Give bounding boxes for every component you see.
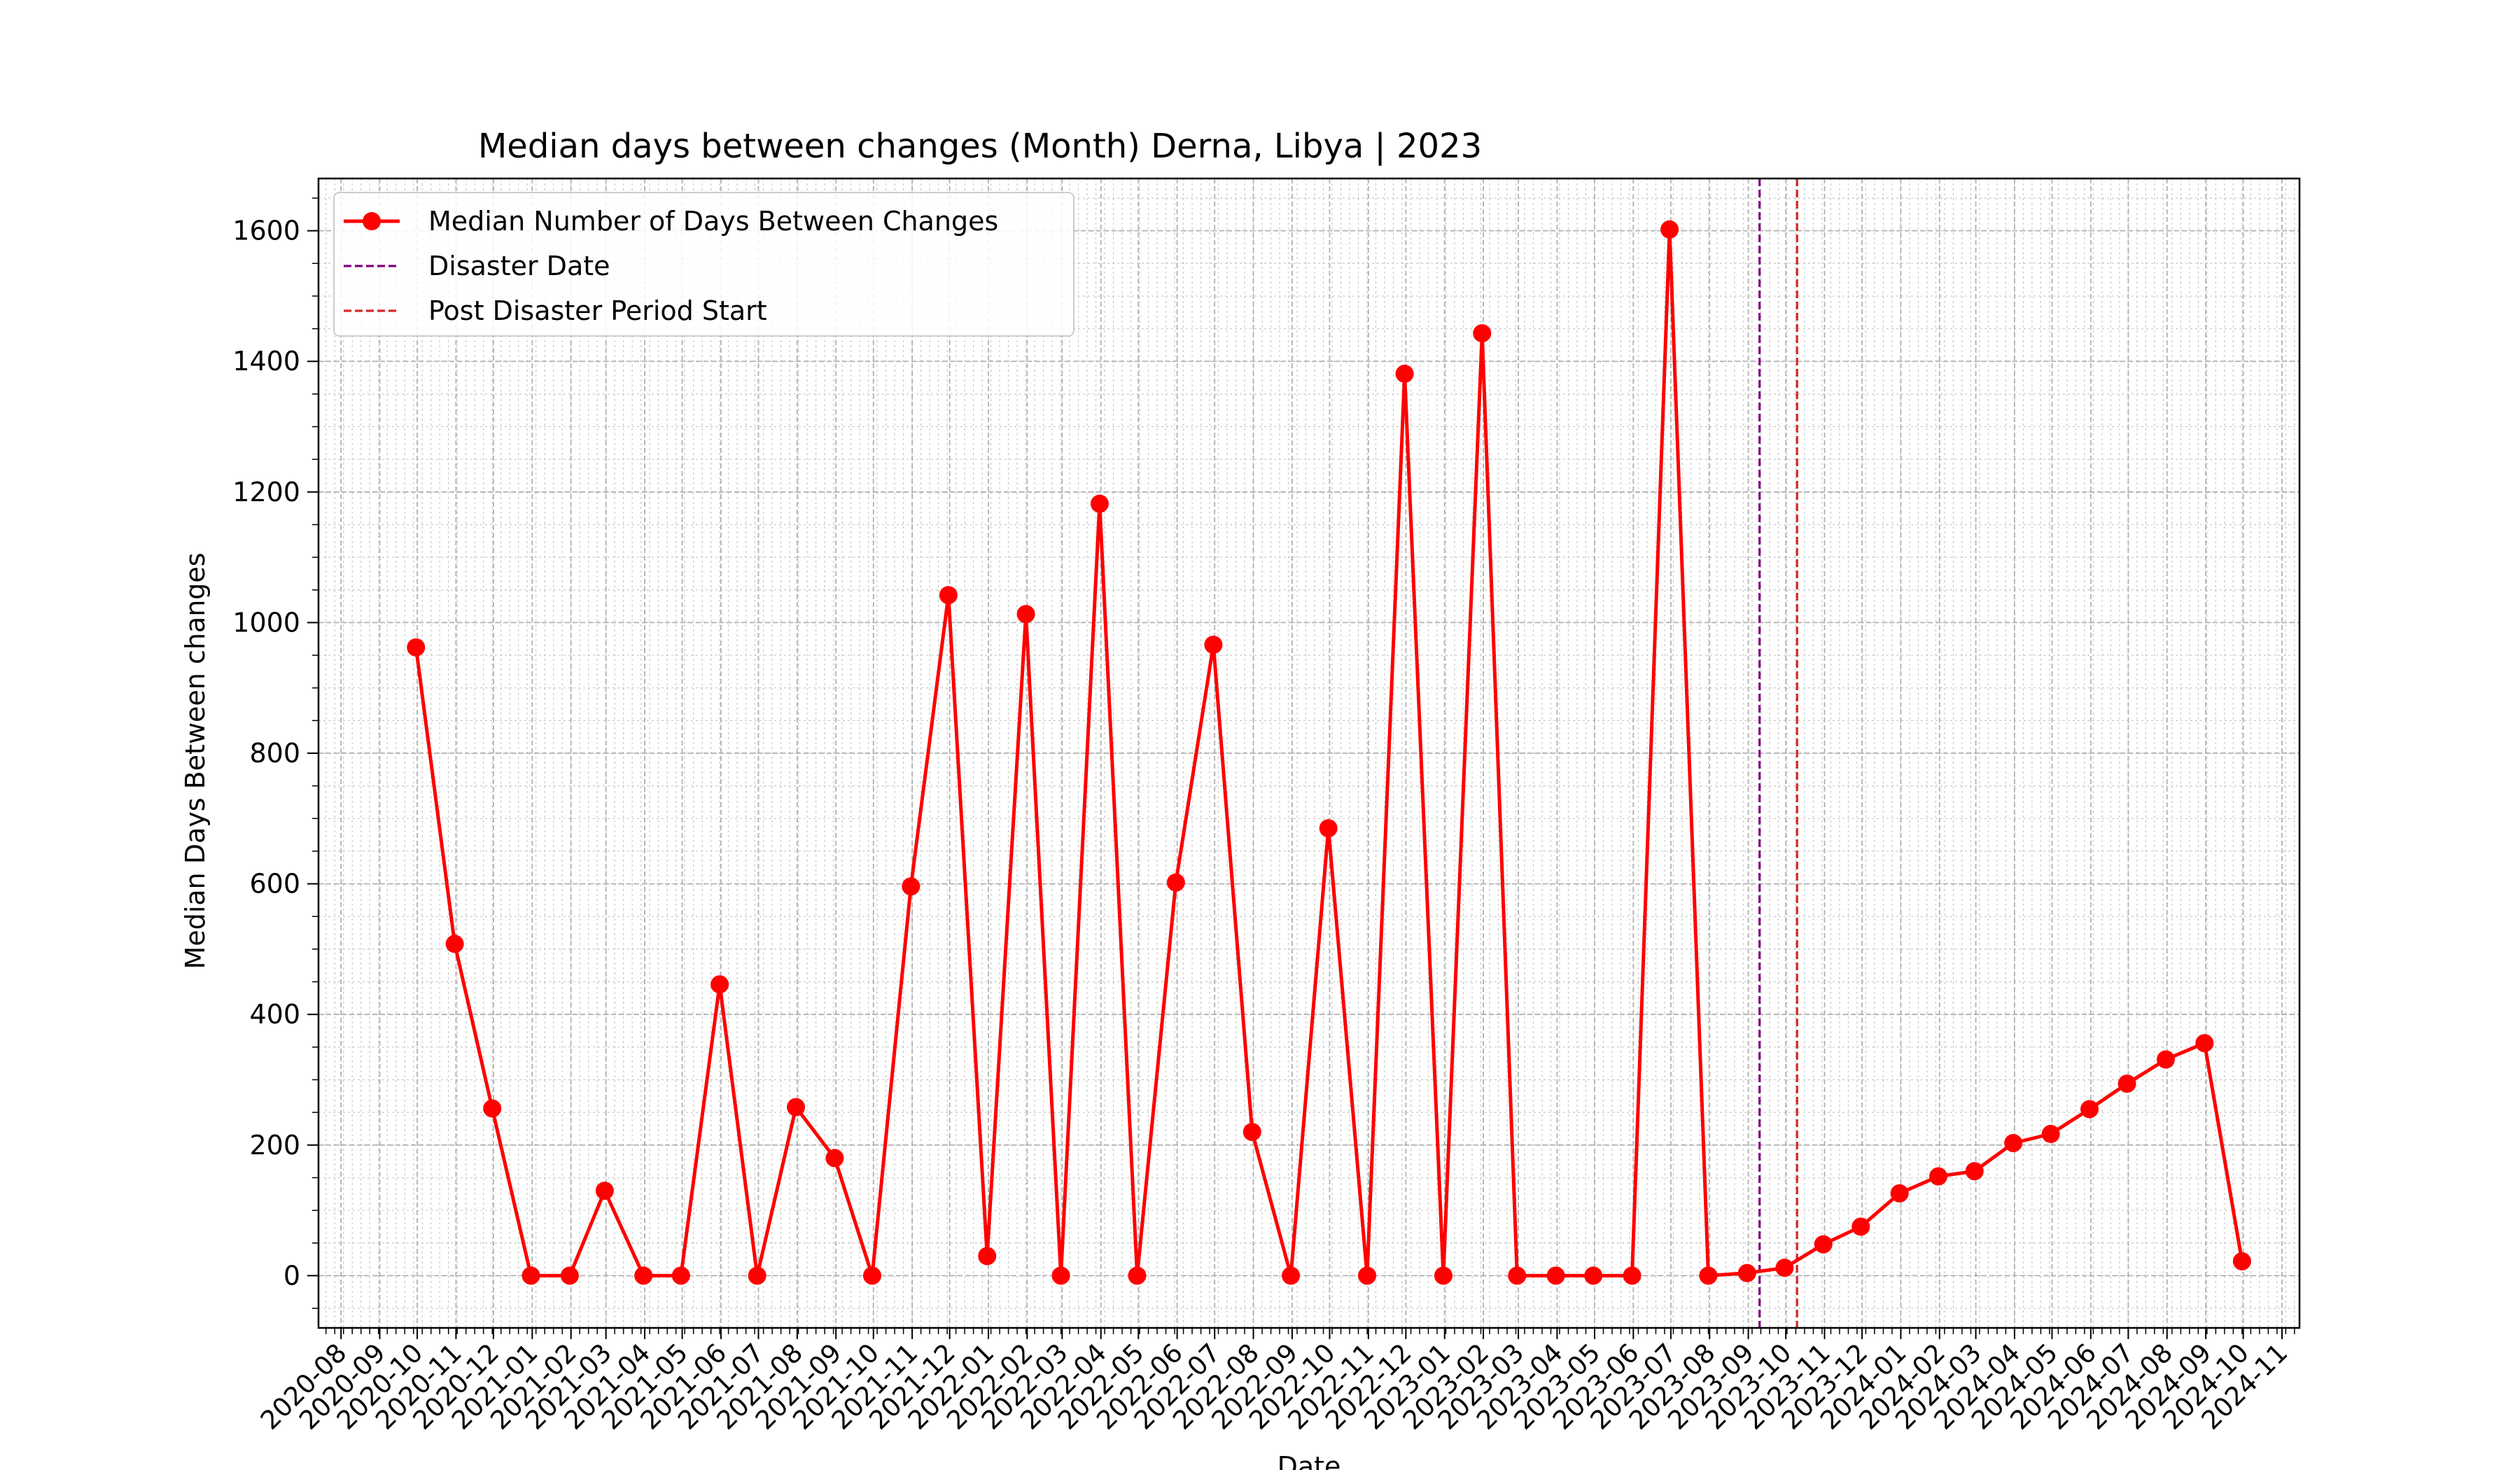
data-point	[1699, 1266, 1718, 1285]
data-point	[939, 586, 958, 605]
data-point	[710, 975, 729, 994]
data-point	[1890, 1184, 1909, 1203]
y-tick-label: 1600	[232, 216, 300, 246]
data-point	[445, 934, 464, 953]
data-point	[2041, 1124, 2060, 1143]
data-point	[1128, 1266, 1147, 1285]
y-tick-label: 400	[249, 999, 300, 1030]
plot-area: 2020-082020-092020-102020-112020-122021-…	[232, 177, 2301, 1436]
data-point	[787, 1098, 806, 1116]
data-point	[748, 1266, 766, 1285]
y-tick-label: 0	[284, 1260, 300, 1291]
data-point	[825, 1149, 844, 1168]
data-point	[1166, 873, 1185, 892]
data-point	[1623, 1266, 1642, 1285]
data-point	[1928, 1167, 1947, 1186]
data-point	[560, 1266, 579, 1285]
data-point	[1660, 220, 1679, 239]
y-tick-label: 1400	[232, 346, 300, 377]
legend-entry-label: Post Disaster Period Start	[428, 295, 767, 326]
data-point	[634, 1266, 653, 1285]
data-point	[1051, 1266, 1070, 1285]
data-point	[1242, 1123, 1261, 1142]
data-point	[1358, 1266, 1377, 1285]
data-point	[1737, 1264, 1756, 1282]
data-point	[1546, 1266, 1565, 1285]
data-point	[522, 1266, 540, 1285]
data-point	[1090, 494, 1109, 513]
data-point	[1851, 1217, 1870, 1236]
data-point	[2195, 1034, 2214, 1053]
data-point	[2004, 1133, 2023, 1152]
data-point	[902, 877, 920, 896]
x-axis: 2020-082020-092020-102020-112020-122021-…	[255, 178, 2293, 1436]
y-tick-label: 800	[249, 738, 300, 769]
y-tick-label: 1000	[232, 607, 300, 638]
y-axis: 0 200 400 600 800 1000 1200 1400 1600	[232, 216, 2300, 1291]
x-axis-label: Date	[1278, 1451, 1341, 1470]
data-point	[407, 638, 426, 657]
legend: Median Number of Days Between Changes Dis…	[333, 192, 1074, 337]
data-point	[595, 1182, 614, 1200]
data-point	[2156, 1050, 2175, 1069]
y-tick-label: 1200	[232, 477, 300, 507]
data-point	[1319, 819, 1338, 838]
y-tick-label: 200	[249, 1130, 300, 1161]
data-point	[1508, 1266, 1527, 1285]
data-point	[1282, 1266, 1301, 1285]
y-tick-label: 600	[249, 869, 300, 899]
data-point	[483, 1099, 502, 1118]
data-point	[978, 1247, 997, 1266]
legend-box	[333, 192, 1074, 337]
data-point	[1395, 364, 1414, 383]
legend-swatch-marker	[363, 212, 381, 230]
data-point	[1584, 1266, 1603, 1285]
data-point	[2080, 1100, 2099, 1119]
data-point	[1016, 605, 1035, 624]
data-point	[2118, 1074, 2136, 1093]
y-axis-label: Median Days Between changes	[180, 552, 211, 969]
data-point	[1434, 1266, 1452, 1285]
legend-entry-label: Median Number of Days Between Changes	[428, 206, 998, 237]
data-point	[1775, 1259, 1794, 1278]
data-point	[671, 1266, 690, 1285]
data-point	[1965, 1162, 1984, 1181]
legend-entry-label: Disaster Date	[428, 251, 610, 281]
data-point	[862, 1266, 881, 1285]
data-point	[1204, 636, 1223, 654]
data-point	[1473, 324, 1492, 343]
axes-frame	[317, 177, 2301, 1329]
data-point	[2232, 1252, 2251, 1270]
chart-title: Median days between changes (Month) Dern…	[478, 127, 1482, 166]
data-point	[1814, 1235, 1833, 1254]
